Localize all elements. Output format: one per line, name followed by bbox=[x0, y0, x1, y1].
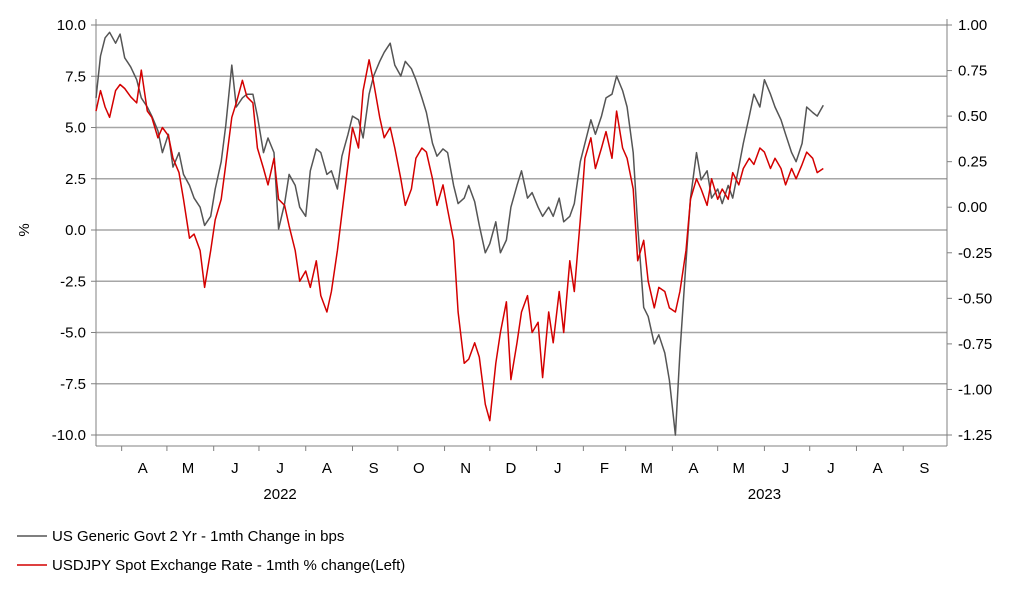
month-label: J bbox=[554, 460, 562, 477]
legend-label-us2y: US Generic Govt 2 Yr - 1mth Change in bp… bbox=[52, 528, 344, 545]
right-tick-label: -0.25 bbox=[958, 245, 992, 262]
month-label: J bbox=[276, 460, 284, 477]
y-axis-title: % bbox=[16, 223, 33, 236]
series-lines bbox=[95, 31, 824, 436]
left-tick-label: 10.0 bbox=[57, 17, 86, 34]
month-label: D bbox=[506, 460, 517, 477]
left-tick-label: 5.0 bbox=[65, 120, 86, 137]
month-label: N bbox=[460, 460, 471, 477]
month-label: M bbox=[182, 460, 195, 477]
month-label: M bbox=[733, 460, 746, 477]
right-tick-label: 0.25 bbox=[958, 154, 987, 171]
month-label: S bbox=[919, 460, 929, 477]
right-tick-label: 0.75 bbox=[958, 63, 987, 80]
left-tick-label: -7.5 bbox=[60, 376, 86, 393]
left-tick-label: -10.0 bbox=[52, 427, 86, 444]
series-line-us2y bbox=[95, 31, 824, 436]
month-label: S bbox=[369, 460, 379, 477]
month-label: A bbox=[689, 460, 699, 477]
right-tick-label: 0.00 bbox=[958, 199, 987, 216]
month-label: M bbox=[640, 460, 653, 477]
left-tick-label: -5.0 bbox=[60, 325, 86, 342]
series-line-usdjpy bbox=[95, 59, 824, 422]
right-tick-label: -0.75 bbox=[958, 336, 992, 353]
month-label: O bbox=[413, 460, 425, 477]
left-tick-label: 7.5 bbox=[65, 68, 86, 85]
month-label: J bbox=[782, 460, 790, 477]
left-tick-label: 0.0 bbox=[65, 222, 86, 239]
month-label: J bbox=[231, 460, 239, 477]
month-label: F bbox=[600, 460, 609, 477]
right-tick-label: 1.00 bbox=[958, 17, 987, 34]
legend: US Generic Govt 2 Yr - 1mth Change in bp… bbox=[17, 528, 405, 574]
month-label: A bbox=[322, 460, 332, 477]
right-tick-label: -0.50 bbox=[958, 290, 992, 307]
left-tick-label: -2.5 bbox=[60, 273, 86, 290]
gridlines bbox=[96, 24, 947, 436]
legend-label-usdjpy: USDJPY Spot Exchange Rate - 1mth % chang… bbox=[52, 557, 405, 574]
right-tick-label: 0.50 bbox=[958, 108, 987, 125]
year-label: 2023 bbox=[748, 486, 781, 503]
right-tick-label: -1.00 bbox=[958, 381, 992, 398]
month-label: J bbox=[827, 460, 835, 477]
month-label: A bbox=[138, 460, 148, 477]
tick-labels: 10.0 7.5 5.0 2.5 0.0 -2.5 -5.0 -7.5 -10.0 1.00 0.7… bbox=[16, 17, 992, 503]
left-tick-label: 2.5 bbox=[65, 171, 86, 188]
right-tick-label: -1.25 bbox=[958, 427, 992, 444]
axes bbox=[91, 19, 952, 451]
year-label: 2022 bbox=[263, 486, 296, 503]
month-label: A bbox=[873, 460, 883, 477]
